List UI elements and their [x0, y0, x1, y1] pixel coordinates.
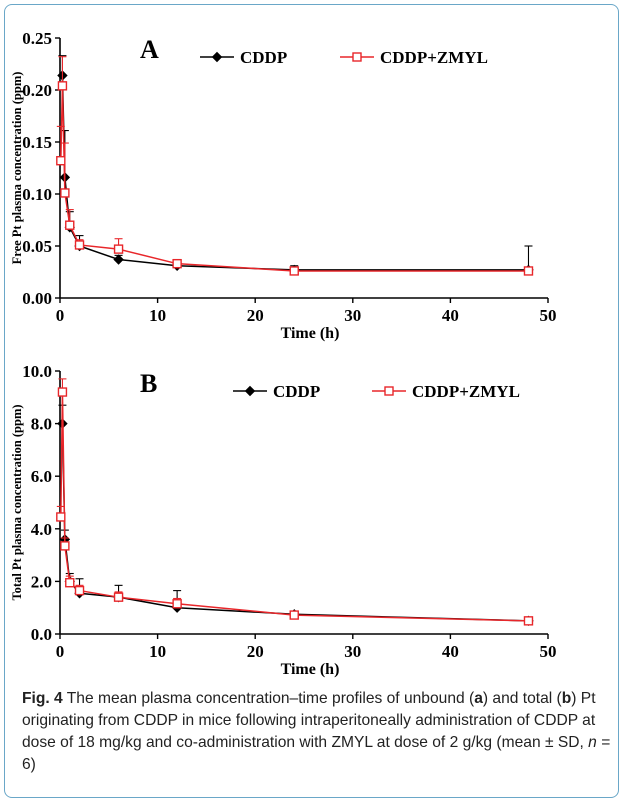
caption-text-2: ) and total ( [482, 690, 562, 707]
x-tick-label: 20 [247, 306, 264, 325]
data-point [113, 254, 124, 265]
caption-text-4: = 6) [22, 734, 611, 773]
chart-panel-b: 0.0 2.0 4.0 6.0 8.0 10.0 0 10 20 30 40 50 Time (h) To… [10, 362, 557, 678]
data-point [289, 266, 299, 276]
legend-marker [211, 51, 223, 63]
data-point [60, 541, 70, 551]
caption-fig-label: Fig. 4 [22, 690, 63, 707]
caption-text-1: The mean plasma concentration–time profi… [62, 690, 475, 707]
y-tick-label: 6.0 [31, 467, 52, 486]
figure-caption: Fig. 4 The mean plasma concentration–tim… [22, 688, 612, 776]
panel-letter: A [140, 35, 159, 64]
legend-marker [352, 52, 362, 62]
y-tick-label: 0.10 [22, 185, 52, 204]
data-point [65, 220, 75, 230]
x-tick-label: 50 [540, 642, 557, 661]
caption-n: n [588, 734, 597, 751]
caption-b: b [561, 690, 572, 707]
x-tick-label: 30 [344, 306, 361, 325]
data-point [60, 188, 70, 198]
x-axis-label: Time (h) [281, 325, 340, 342]
x-tick-label: 30 [344, 642, 361, 661]
y-axis-label: Free Pt plasma concentration (ppm) [10, 72, 24, 265]
data-point [172, 599, 182, 609]
y-tick-label: 0.15 [22, 133, 52, 152]
legend-marker [384, 386, 394, 396]
figure-frame [4, 4, 619, 798]
legend-label: CDDP [273, 382, 320, 401]
data-point [74, 585, 85, 596]
data-point [56, 156, 66, 166]
data-point [172, 258, 182, 269]
x-tick-label: 0 [56, 306, 65, 325]
legend-label: CDDP+ZMYL [412, 382, 520, 401]
y-tick-label: 0.00 [22, 289, 52, 308]
legend-marker [244, 385, 256, 397]
x-tick-label: 20 [247, 642, 264, 661]
caption-text-3: ) Pt originating from CDDP in mice follo… [22, 690, 596, 751]
x-tick-label: 10 [149, 642, 166, 661]
y-tick-label: 4.0 [31, 520, 52, 539]
chart-panel-a: 0.00 0.05 0.10 0.15 0.20 0.25 0 10 20 30 40 50 Time … [10, 29, 557, 342]
y-tick-label: 2.0 [31, 572, 52, 591]
y-tick-label: 0.25 [22, 29, 52, 48]
data-point [74, 240, 85, 250]
series-line-cddp-zmyl [60, 85, 529, 272]
data-point [523, 266, 534, 276]
data-point [289, 610, 299, 620]
x-tick-label: 40 [442, 642, 459, 661]
data-point [113, 244, 124, 254]
x-axis-label: Time (h) [281, 661, 340, 678]
x-tick-label: 40 [442, 306, 459, 325]
data-point [57, 81, 68, 91]
data-point [523, 616, 534, 626]
series-line-cddp-zmyl [60, 392, 529, 622]
panel-letter: B [140, 369, 157, 398]
y-tick-label: 0.0 [31, 625, 52, 644]
x-tick-label: 0 [56, 642, 65, 661]
y-tick-label: 8.0 [31, 415, 52, 434]
y-tick-label: 10.0 [22, 362, 52, 381]
data-point [57, 387, 68, 397]
caption-a: a [474, 690, 483, 707]
legend-label: CDDP+ZMYL [380, 48, 488, 67]
series-line-cddp [61, 75, 529, 271]
x-tick-label: 10 [149, 306, 166, 325]
data-point [65, 578, 75, 588]
figure-canvas: 0.000.050.100.150.200.250 10 20 30 40 50Time … [10, 29, 557, 678]
series-line-cddp [61, 423, 529, 622]
y-tick-label: 0.20 [22, 81, 52, 100]
x-tick-label: 50 [540, 306, 557, 325]
data-point [56, 512, 66, 522]
y-tick-label: 0.05 [22, 237, 52, 256]
data-point [113, 592, 124, 602]
legend-label: CDDP [240, 48, 287, 67]
y-axis-label: Total Pt plasma concentration (ppm) [10, 404, 24, 600]
